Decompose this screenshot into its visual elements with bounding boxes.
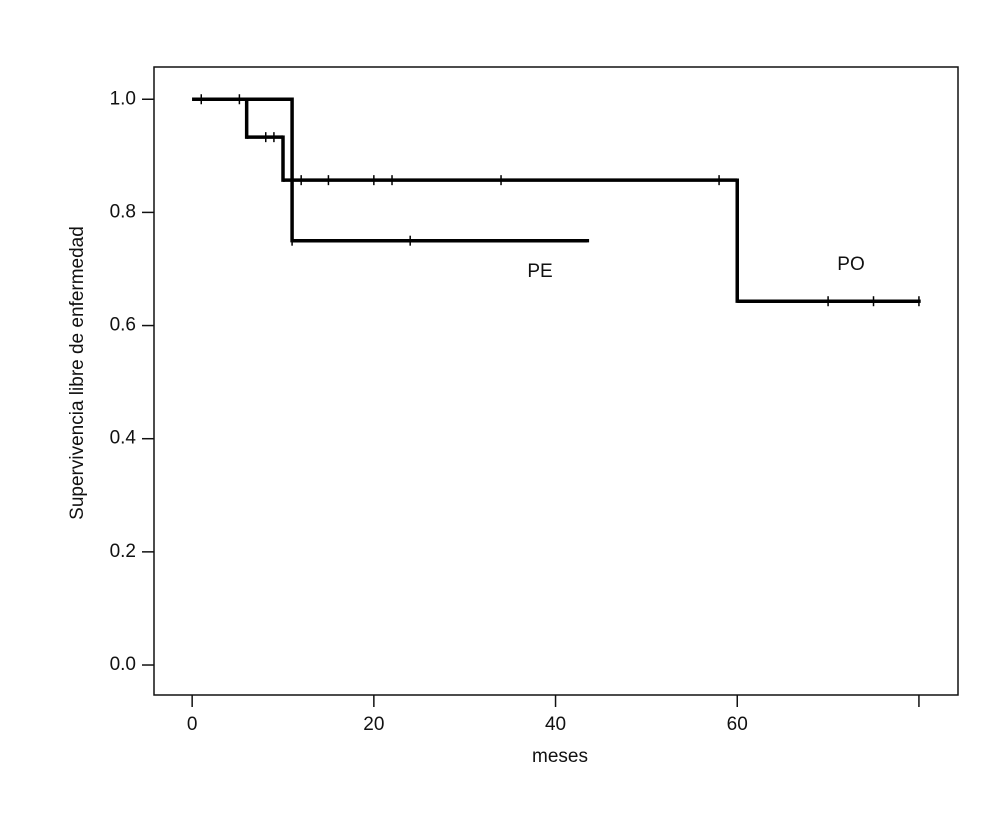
x-tick-label: 0 <box>187 714 198 735</box>
y-axis-label: Supervivencia libre de enfermedad <box>67 226 88 520</box>
x-tick-label: 20 <box>363 714 384 735</box>
x-tick-label: 40 <box>545 714 566 735</box>
series-label: PE <box>527 261 552 282</box>
y-tick-label: 0.0 <box>110 654 136 675</box>
y-tick-label: 0.4 <box>110 428 137 449</box>
y-tick-label: 0.6 <box>110 315 136 336</box>
x-tick-label: 60 <box>727 714 748 735</box>
y-tick-label: 0.8 <box>110 201 136 222</box>
y-tick-label: 0.2 <box>110 541 136 562</box>
x-axis-label: meses <box>532 746 588 767</box>
series-label: PO <box>837 254 864 275</box>
y-tick-label: 1.0 <box>110 88 136 109</box>
plot-frame <box>153 66 959 696</box>
